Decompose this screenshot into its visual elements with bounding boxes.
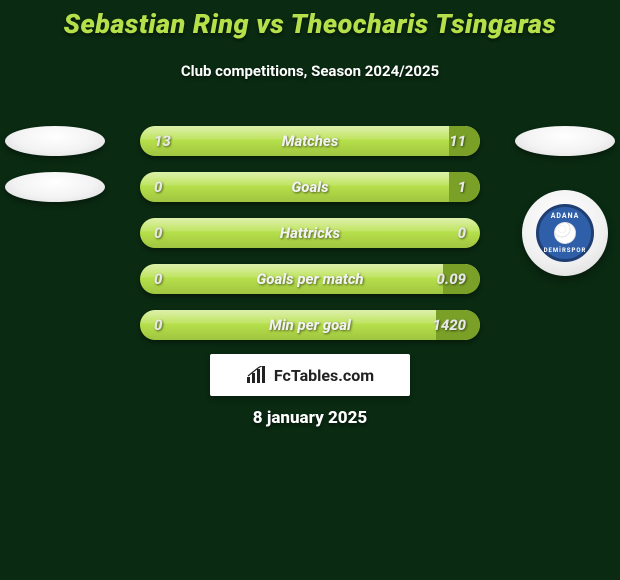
stat-value-left: 13 — [154, 132, 171, 150]
stat-bar: 13 Matches 11 — [140, 126, 480, 156]
stat-bar: 0 Goals per match 0.09 — [140, 264, 480, 294]
date-line: 8 january 2025 — [0, 408, 620, 428]
stat-bar: 0 Goals 1 — [140, 172, 480, 202]
stat-row: 0 Min per goal 1420 — [0, 302, 620, 348]
stat-row: ADANA DEMİRSPOR 0 Hattricks 0 — [0, 210, 620, 256]
stat-value-right: 0.09 — [437, 270, 466, 288]
badge-slot-left — [0, 126, 110, 156]
brand-text: FcTables.com — [274, 366, 374, 385]
stat-label: Matches — [282, 132, 339, 150]
date-text: 8 january 2025 — [253, 408, 367, 428]
stat-label: Hattricks — [280, 224, 340, 242]
stat-row: 13 Matches 11 — [0, 118, 620, 164]
team-badge-placeholder — [5, 172, 105, 202]
stat-value-left: 0 — [154, 178, 162, 196]
stat-label: Goals — [291, 178, 328, 196]
badge-slot-right — [510, 126, 620, 156]
stat-bar: 0 Hattricks 0 — [140, 218, 480, 248]
stat-label: Goals per match — [256, 270, 363, 288]
stat-rows: 13 Matches 11 0 Goals 1 ADANA DEMİRSPOR 0 Hattric… — [0, 118, 620, 348]
stat-value-right: 1420 — [432, 316, 466, 334]
stat-row: 0 Goals per match 0.09 — [0, 256, 620, 302]
team-badge-placeholder — [5, 126, 105, 156]
subtitle-text: Club competitions, Season 2024/2025 — [181, 62, 439, 80]
crest-text-top: ADANA — [539, 212, 591, 220]
stat-label: Min per goal — [269, 316, 351, 334]
bar-chart-icon — [246, 366, 268, 384]
infographic-root: Sebastian Ring vs Theocharis Tsingaras C… — [0, 0, 620, 580]
soccer-ball-icon — [554, 222, 576, 244]
club-crest-icon: ADANA DEMİRSPOR — [536, 204, 594, 262]
subtitle: Club competitions, Season 2024/2025 — [0, 62, 620, 80]
badge-slot-left — [0, 172, 110, 202]
crest-text-bottom: DEMİRSPOR — [539, 247, 591, 254]
stat-value-left: 0 — [154, 224, 162, 242]
brand-box: FcTables.com — [210, 354, 410, 396]
title-text: Sebastian Ring vs Theocharis Tsingaras — [64, 8, 557, 40]
stat-value-right: 1 — [458, 178, 466, 196]
stat-value-right: 0 — [458, 224, 466, 242]
stat-bar: 0 Min per goal 1420 — [140, 310, 480, 340]
stat-value-left: 0 — [154, 316, 162, 334]
stat-value-left: 0 — [154, 270, 162, 288]
stat-value-right: 11 — [449, 132, 466, 150]
team-badge-placeholder — [515, 126, 615, 156]
page-title: Sebastian Ring vs Theocharis Tsingaras — [0, 8, 620, 40]
